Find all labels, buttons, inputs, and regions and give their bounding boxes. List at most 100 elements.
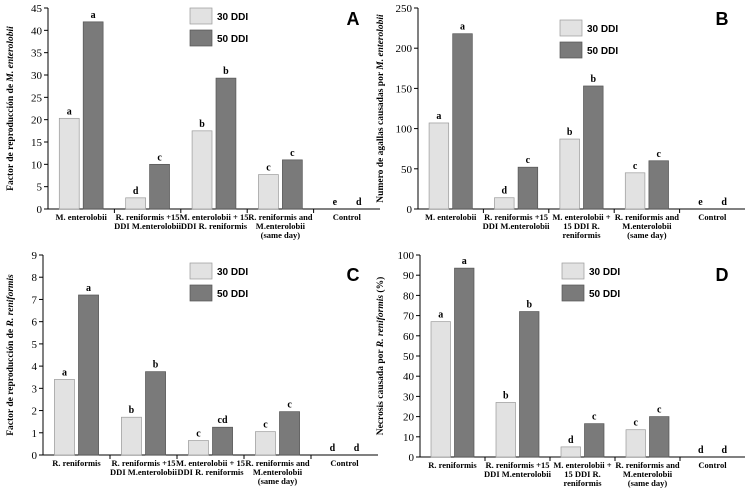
panel-c-ytick-label: 5 [32,339,38,351]
panel-d-bar-50ddi [584,423,605,458]
panel-c-bar-30ddi [54,379,75,456]
panel-b-bar-sig-label: b [591,74,597,85]
panel-c-bar-30ddi [255,431,276,456]
panel-a-bar-sig-label: a [91,10,96,21]
panel-b-category-label: M. enterolobii [425,212,477,222]
panel-d-bar-sig-label: c [634,418,639,429]
panel-a-bar-sig-label: e [333,197,338,208]
panel-a-bar-50ddi [282,159,303,210]
panel-a-bar-sig-label: c [290,148,295,159]
panel-a-ytick-label: 0 [37,204,43,216]
panel-b-bar-sig-label: d [502,186,508,197]
panel-d-bar-50ddi [649,416,670,458]
panel-c-legend-swatch-50ddi [189,284,213,302]
panel-a-bar-30ddi [258,174,279,210]
panel-b-legend-label: 30 DDI [587,24,618,35]
panel-c: 0 1 2 3 4 5 6 7 8 9 Factor de reproducción de R. r… [6,250,378,486]
panel-a-ytick-label: 25 [31,92,43,104]
panel-d-bar-sig-label: c [657,405,662,416]
panel-d-ytick-label: 100 [398,250,415,262]
panel-b-bar-sig-label: c [526,155,531,166]
panel-d-ytick-label: 80 [403,290,415,302]
panel-d-legend-label: 30 DDI [589,267,620,278]
panel-d-ytick-label: 20 [403,412,415,424]
panel-a: 0 5 10 15 20 25 30 35 40 45 Factor de reproducción… [6,3,380,240]
panel-a-bar-sig-label: b [223,66,229,77]
panel-c-bar-sig-label: d [354,443,360,454]
panel-c-ytick-label: 8 [32,272,38,284]
panel-d-ytick-label: 50 [403,351,415,363]
panel-b-legend-label: 50 DDI [587,46,618,57]
panel-c-category-label: Control [330,458,359,468]
panel-a-ytick-label: 35 [31,48,43,60]
panel-d-bar-50ddi [454,267,475,458]
panel-c-ytick-label: 9 [32,250,38,262]
panel-a-legend: 30 DDI 50 DDI [189,7,248,47]
panel-a-bar-30ddi [58,117,80,210]
panel-c-legend-label: 50 DDI [217,289,248,300]
panel-c-legend-label: 30 DDI [217,267,248,278]
panel-a-bar-sig-label: a [67,106,72,117]
panel-b-bar-30ddi [624,172,646,210]
panel-d-bar-sig-label: c [592,412,597,423]
panel-d-category-label: Control [698,460,727,470]
panel-c-bar-sig-label: c [287,400,292,411]
panel-d-legend-label: 50 DDI [589,289,620,300]
panel-b-bar-sig-label: c [656,149,661,160]
panel-b-ytick-label: 0 [407,204,413,216]
panel-c-legend-swatch-30ddi [189,262,213,280]
panel-c-letter: C [347,265,360,285]
panel-c-category-label: M. enterolobii + 15 DDI R. reniformis [176,458,245,477]
panel-a-bar-30ddi [191,130,213,210]
panel-c-ytick-label: 4 [32,361,38,373]
panel-c-bar-30ddi [188,440,209,456]
panel-a-bar-sig-label: b [199,119,205,130]
panel-d-ytick-label: 10 [403,432,415,444]
panel-b-category-label: R. reniformis +15 DDI M.enterolobii [483,212,551,231]
panel-a-legend-label: 50 DDI [217,34,248,45]
panel-d-bar-50ddi [519,311,540,458]
panel-b-ytick-label: 200 [396,43,413,55]
panel-d-letter: D [716,265,729,285]
panel-c-bar-sig-label: a [86,283,91,294]
panel-b-ylabel: Numero de agallas causadas por M. entero… [376,14,386,203]
panel-c-ytick-label: 2 [32,406,38,418]
panel-b-bar-30ddi [559,138,580,210]
panel-b-category-label: R. reniformis and M.enterolobii (same day) [615,212,680,240]
panel-a-ytick-label: 10 [31,159,43,171]
panel-c-ytick-label: 7 [32,294,38,306]
panel-c-bar-sig-label: c [263,420,268,431]
panel-b: 0 50 100 150 200 250 Numero de agallas causada… [376,3,745,240]
panel-a-ytick-label: 40 [31,25,43,37]
panel-d-legend: 30 DDI 50 DDI [561,262,620,302]
panel-d-bar-sig-label: b [526,300,532,311]
panel-c-category-label: R. reniformis +15 DDI M.enterolobii [110,458,178,477]
panel-d-ytick-label: 30 [403,391,415,403]
panel-b-ytick-label: 50 [401,164,413,176]
panel-a-bar-sig-label: c [266,163,271,174]
panel-d-bar-sig-label: d [568,435,574,446]
panel-b-legend: 30 DDI 50 DDI [559,19,618,59]
panel-d-legend-swatch-50ddi [561,284,585,302]
panel-a-ytick-label: 15 [31,137,43,149]
panel-b-bar-sig-label: b [567,127,573,138]
panel-d-category-label: R. reniformis +15 DDI M.enterolobii [484,460,552,479]
panel-b-bar-sig-label: a [460,22,465,33]
panel-d-category-label: M. enterolobii +15 DDI R. reniformis [553,460,611,488]
panel-b-bar-sig-label: a [436,111,441,122]
panel-a-category-label: R. reniformis and M.enterolobii (same day) [248,212,313,240]
panel-d-ytick-label: 60 [403,331,415,343]
panel-d-ytick-label: 70 [403,311,415,323]
panel-b-ytick-label: 250 [396,3,413,15]
panel-d-bar-30ddi [430,321,451,458]
panel-c-ytick-label: 0 [32,450,38,462]
panel-d-ytick-label: 0 [409,452,415,464]
panel-b-ytick-label: 150 [396,83,413,95]
panel-a-bar-sig-label: d [133,186,139,197]
panel-b-legend-swatch-30ddi [559,19,583,37]
panel-c-bar-50ddi [78,294,99,456]
panel-c-bar-sig-label: d [330,443,336,454]
panel-b-bar-50ddi [583,85,604,210]
panel-a-legend-swatch-50ddi [189,29,213,47]
